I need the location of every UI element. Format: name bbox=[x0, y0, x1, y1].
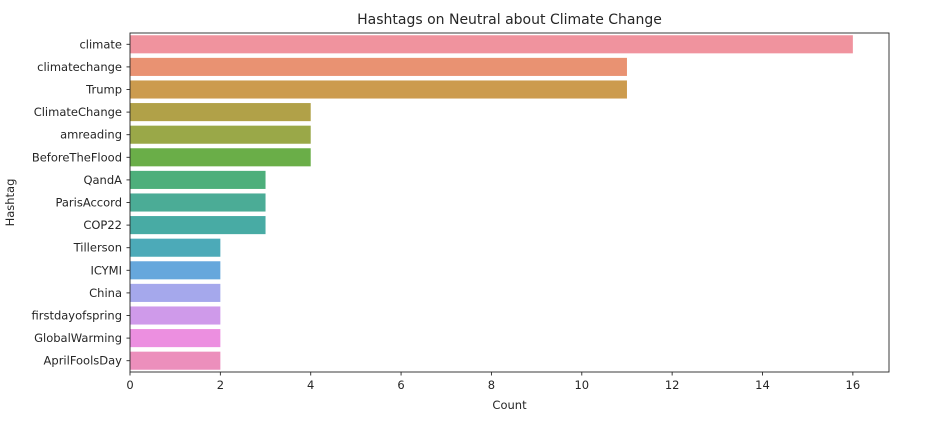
bar-Trump bbox=[130, 80, 627, 99]
y-tick-label: China bbox=[89, 286, 122, 300]
y-tick-label: ParisAccord bbox=[55, 196, 122, 210]
y-tick-labels: climate climatechange Trump ClimateChange am… bbox=[31, 37, 130, 368]
y-tick-label: firstdayofspring bbox=[31, 309, 122, 323]
bar-AprilFoolsDay bbox=[130, 351, 221, 370]
bar-BeforeTheFlood bbox=[130, 148, 311, 167]
y-tick-label: GlobalWarming bbox=[34, 331, 122, 345]
y-tick-label: BeforeTheFlood bbox=[32, 150, 122, 164]
y-tick-label: climate bbox=[79, 37, 122, 51]
bar-COP22 bbox=[130, 216, 266, 235]
x-tick-label: 12 bbox=[665, 378, 680, 392]
y-tick-label: QandA bbox=[83, 173, 122, 187]
bar-GlobalWarming bbox=[130, 329, 221, 348]
bar-ClimateChange bbox=[130, 103, 311, 122]
x-tick-labels: 0 2 4 6 8 10 12 14 16 bbox=[126, 372, 860, 392]
bar-climatechange bbox=[130, 57, 627, 76]
x-axis-label: Count bbox=[492, 398, 527, 412]
x-tick-label: 2 bbox=[217, 378, 224, 392]
bars-group bbox=[130, 35, 853, 370]
y-tick-label: COP22 bbox=[83, 218, 122, 232]
y-tick-label: amreading bbox=[60, 128, 122, 142]
y-tick-label: Trump bbox=[85, 83, 122, 97]
x-tick-label: 10 bbox=[574, 378, 589, 392]
y-tick-label: ClimateChange bbox=[34, 105, 122, 119]
bar-firstdayofspring bbox=[130, 306, 221, 325]
y-tick-label: climatechange bbox=[37, 60, 122, 74]
x-tick-label: 4 bbox=[307, 378, 314, 392]
bar-QandA bbox=[130, 170, 266, 189]
y-tick-label: Tillerson bbox=[73, 241, 122, 255]
chart-title: Hashtags on Neutral about Climate Change bbox=[357, 12, 662, 28]
bar-amreading bbox=[130, 125, 311, 144]
y-tick-label: AprilFoolsDay bbox=[44, 354, 123, 368]
bar-China bbox=[130, 283, 221, 302]
plot-frame bbox=[129, 32, 890, 373]
bar-Tillerson bbox=[130, 238, 221, 257]
x-tick-label: 6 bbox=[397, 378, 404, 392]
bar-ICYMI bbox=[130, 261, 221, 280]
x-tick-label: 16 bbox=[846, 378, 861, 392]
x-tick-label: 0 bbox=[126, 378, 133, 392]
y-tick-label: ICYMI bbox=[90, 263, 122, 277]
x-tick-label: 14 bbox=[755, 378, 770, 392]
bar-climate bbox=[130, 35, 853, 54]
bar-ParisAccord bbox=[130, 193, 266, 212]
x-tick-label: 8 bbox=[488, 378, 495, 392]
y-axis-label: Hashtag bbox=[3, 179, 17, 227]
